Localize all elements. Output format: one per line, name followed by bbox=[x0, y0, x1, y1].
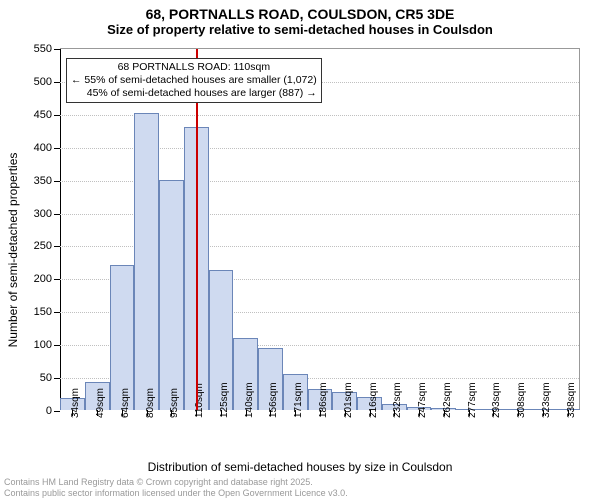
x-tick-label: 308sqm bbox=[516, 382, 527, 418]
y-axis-line bbox=[60, 49, 61, 410]
y-tick-label: 350 bbox=[34, 175, 60, 187]
x-tick-label: 140sqm bbox=[244, 382, 255, 418]
x-tick-label: 262sqm bbox=[442, 382, 453, 418]
plot-surface: 05010015020025030035040045050055034sqm49… bbox=[60, 48, 580, 410]
y-tick-label: 500 bbox=[34, 76, 60, 88]
x-tick-label: 323sqm bbox=[541, 382, 552, 418]
x-tick-label: 247sqm bbox=[417, 382, 428, 418]
chart-container: 68, PORTNALLS ROAD, COULSDON, CR5 3DE Si… bbox=[0, 0, 600, 500]
y-axis-label: Number of semi-detached properties bbox=[6, 153, 20, 348]
footnote-line1: Contains HM Land Registry data © Crown c… bbox=[4, 477, 348, 487]
x-tick-label: 201sqm bbox=[343, 382, 354, 418]
plot-area: 05010015020025030035040045050055034sqm49… bbox=[60, 48, 580, 410]
x-tick-label: 186sqm bbox=[318, 382, 329, 418]
x-axis-label: Distribution of semi-detached houses by … bbox=[0, 460, 600, 474]
x-tick-label: 34sqm bbox=[70, 388, 81, 418]
y-tick-label: 250 bbox=[34, 240, 60, 252]
y-tick-label: 0 bbox=[46, 405, 60, 417]
x-tick-label: 49sqm bbox=[95, 388, 106, 418]
annotation-box: 68 PORTNALLS ROAD: 110sqm← 55% of semi-d… bbox=[66, 58, 322, 103]
x-tick-label: 80sqm bbox=[145, 388, 156, 418]
annotation-line2: ← 55% of semi-detached houses are smalle… bbox=[71, 74, 317, 87]
footnote: Contains HM Land Registry data © Crown c… bbox=[4, 477, 348, 498]
x-tick-label: 95sqm bbox=[169, 388, 180, 418]
x-tick-label: 171sqm bbox=[293, 382, 304, 418]
y-tick-label: 200 bbox=[34, 273, 60, 285]
y-tick-label: 550 bbox=[34, 43, 60, 55]
chart-title-sub: Size of property relative to semi-detach… bbox=[0, 22, 600, 41]
x-tick-label: 216sqm bbox=[368, 382, 379, 418]
annotation-line1: 68 PORTNALLS ROAD: 110sqm bbox=[71, 61, 317, 74]
x-tick-label: 338sqm bbox=[566, 382, 577, 418]
x-tick-label: 232sqm bbox=[392, 382, 403, 418]
y-tick-label: 150 bbox=[34, 306, 60, 318]
histogram-bar bbox=[134, 113, 159, 410]
annotation-line3: 45% of semi-detached houses are larger (… bbox=[71, 87, 317, 100]
x-tick-label: 277sqm bbox=[467, 382, 478, 418]
y-tick-label: 450 bbox=[34, 109, 60, 121]
footnote-line2: Contains public sector information licen… bbox=[4, 488, 348, 498]
y-tick-label: 50 bbox=[40, 372, 60, 384]
x-tick-label: 125sqm bbox=[219, 382, 230, 418]
x-tick-label: 156sqm bbox=[268, 382, 279, 418]
x-tick-label: 64sqm bbox=[120, 388, 131, 418]
y-tick-label: 300 bbox=[34, 208, 60, 220]
y-tick-label: 100 bbox=[34, 339, 60, 351]
chart-title-main: 68, PORTNALLS ROAD, COULSDON, CR5 3DE bbox=[0, 0, 600, 22]
x-tick-label: 293sqm bbox=[491, 382, 502, 418]
histogram-bar bbox=[159, 180, 184, 410]
y-tick-label: 400 bbox=[34, 142, 60, 154]
